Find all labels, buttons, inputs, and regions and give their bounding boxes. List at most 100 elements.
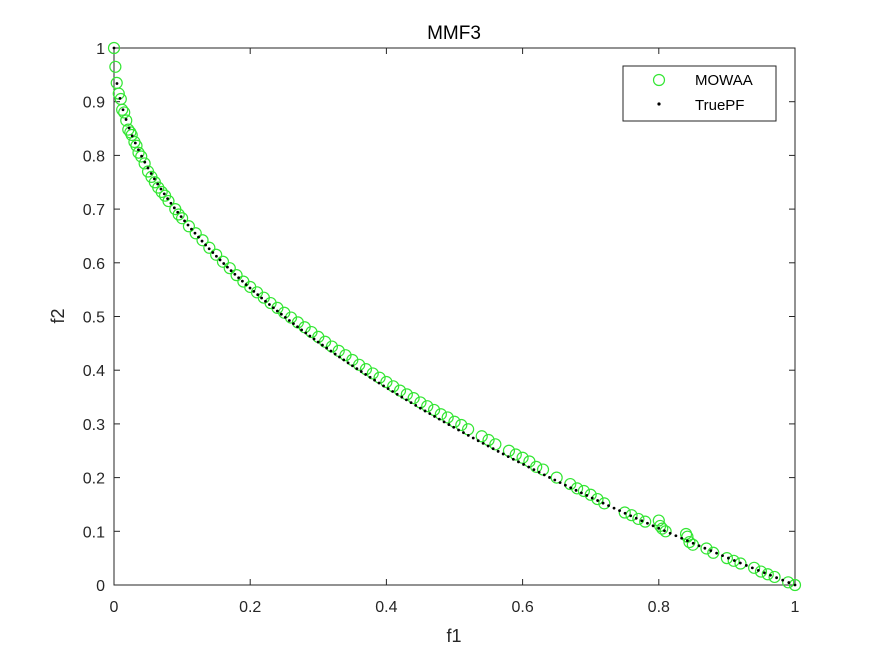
y-tick-label: 0.4 (83, 363, 105, 380)
truepf-point (781, 578, 785, 582)
truepf-point (377, 381, 381, 385)
truepf-point (140, 154, 144, 158)
truepf-point (563, 483, 567, 487)
truepf-point (596, 499, 600, 502)
truepf-point (715, 551, 719, 555)
truepf-point (457, 428, 460, 432)
truepf-point (118, 96, 122, 100)
truepf-point (222, 262, 226, 265)
mowaa-point (727, 554, 740, 567)
mowaa-point (530, 460, 543, 473)
truepf-point (237, 276, 241, 280)
y-tick-label: 0.1 (83, 524, 105, 541)
mowaa-point (434, 408, 447, 421)
legend-label-truepf: TruePF (695, 97, 744, 114)
truepf-point (476, 439, 480, 443)
truepf-point (607, 504, 610, 508)
truepf-point (738, 561, 742, 565)
truepf-point (256, 293, 260, 297)
truepf-point (703, 546, 707, 550)
truepf-point (787, 581, 791, 584)
truepf-point (409, 401, 413, 405)
truepf-point (190, 227, 193, 231)
x-tick-label: 0.8 (648, 599, 670, 616)
mowaa-point (577, 484, 590, 498)
truepf-point (629, 514, 633, 518)
mowaa-point (700, 542, 713, 555)
mowaa-point (120, 114, 133, 127)
truepf-point (437, 417, 441, 421)
truepf-point (153, 177, 156, 181)
truepf-point (391, 390, 395, 393)
y-tick-label: 0 (96, 578, 105, 595)
truepf-point (176, 210, 180, 214)
mowaa-point (720, 552, 734, 565)
truepf-point (137, 148, 140, 152)
truepf-point (793, 583, 797, 587)
mowaa-point (761, 568, 774, 581)
truepf-point (709, 549, 713, 553)
mowaa-point (135, 150, 148, 163)
mowaa-point (489, 438, 502, 451)
truepf-point (657, 526, 661, 530)
truepf-point (112, 46, 116, 50)
truepf-point (569, 486, 573, 490)
truepf-point (124, 118, 128, 121)
x-tick-label: 0.4 (375, 599, 397, 616)
mowaa-point (584, 488, 597, 501)
mowaa-point (380, 375, 393, 389)
mowaa-point (353, 358, 366, 371)
truepf-point (750, 566, 754, 570)
truepf-point (368, 375, 372, 379)
mowaa-point (125, 128, 138, 142)
truepf-point (260, 296, 263, 300)
truepf-point (574, 488, 578, 492)
truepf-point (418, 406, 422, 410)
mowaa-point (393, 384, 407, 397)
truepf-point (169, 201, 173, 205)
truepf-point (558, 481, 562, 485)
truepf-point (127, 126, 131, 130)
truepf-point (359, 370, 363, 373)
mowaa-point (210, 248, 223, 261)
truepf-point (186, 223, 190, 227)
truepf-point (316, 340, 320, 344)
truepf-point (130, 134, 134, 138)
truepf-point (462, 431, 465, 435)
truepf-point (373, 378, 376, 382)
mowaa-point (162, 194, 175, 208)
truepf-point (292, 322, 295, 326)
truepf-point (775, 576, 778, 580)
truepf-point (382, 384, 385, 388)
y-tick-label: 1 (96, 41, 105, 58)
truepf-point (769, 573, 772, 577)
truepf-point (275, 309, 279, 313)
truepf-point (433, 415, 436, 418)
mowaa-point (788, 578, 802, 592)
truepf-point (207, 247, 211, 251)
mowaa-point (768, 570, 781, 584)
legend: MOWAA TruePF (622, 65, 777, 122)
truepf-point (756, 568, 760, 572)
truepf-point (193, 231, 197, 235)
truepf-point (115, 82, 119, 85)
mowaa-point (652, 514, 665, 527)
truepf-point (229, 269, 233, 273)
truepf-point (405, 398, 408, 402)
truepf-point (156, 182, 160, 186)
mowaa-point (138, 157, 151, 170)
truepf-point (342, 358, 346, 362)
truepf-point (159, 187, 163, 191)
mowaa-point (598, 497, 611, 510)
legend-box (622, 65, 777, 122)
truepf-point (744, 564, 748, 567)
truepf-point (364, 373, 368, 376)
truepf-point (442, 420, 446, 424)
legend-label-mowaa: MOWAA (695, 72, 753, 89)
x-tick-label: 0.2 (239, 599, 261, 616)
truepf-point (346, 361, 350, 365)
mowaa-point (216, 255, 230, 268)
x-tick-label: 1 (791, 599, 800, 616)
truepf-point (522, 463, 525, 466)
